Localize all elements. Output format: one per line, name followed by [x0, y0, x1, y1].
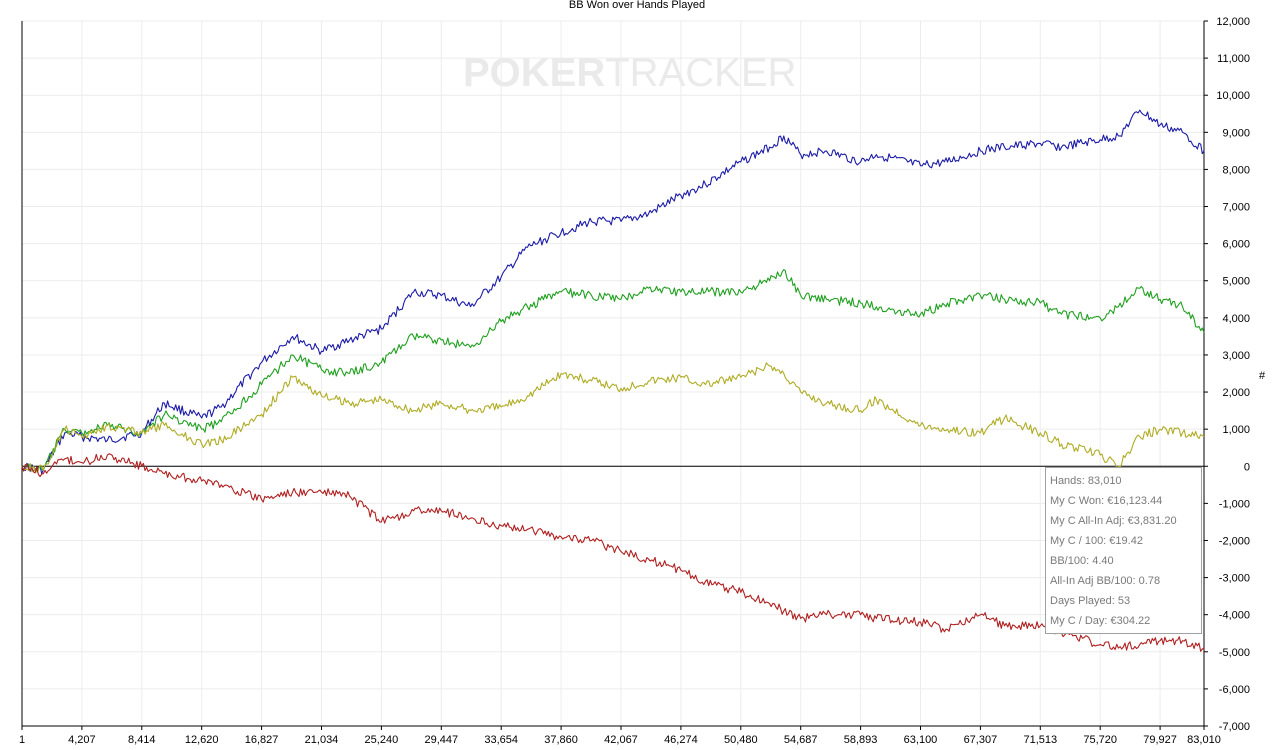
y-tick-label: 6,000: [1222, 239, 1250, 251]
y-tick-label: -6,000: [1219, 684, 1250, 696]
y-tick-label: 3,000: [1222, 350, 1250, 362]
x-axis: 1 4,207 8,414 12,620 16,827 21,034 25,240 29,44…: [19, 726, 1221, 746]
x-tick-label: 83,010: [1187, 734, 1221, 746]
plot-area: [21, 21, 1205, 727]
y-tick-label: 8,000: [1222, 164, 1250, 176]
y-tick-label: 2,000: [1222, 387, 1250, 399]
x-tick-label: 37,860: [544, 734, 578, 746]
x-tick-label: 25,240: [365, 734, 399, 746]
x-tick-label: 46,274: [664, 734, 698, 746]
grid: [21, 20, 1205, 727]
x-tick-label: 21,034: [305, 734, 339, 746]
watermark-text-3: TRACKER: [605, 51, 796, 95]
y-tick-label: -3,000: [1219, 573, 1250, 585]
stat-won: My C Won: €16,123.44: [1050, 495, 1163, 507]
y-axis: 12,000 11,000 10,000 9,000 8,000 7,000 6,000 5,…: [1204, 16, 1250, 733]
x-tick-label: 29,447: [424, 734, 458, 746]
series-line-1: [21, 109, 1205, 475]
y-tick-label: 10,000: [1216, 90, 1250, 102]
x-tick-label: 67,307: [964, 734, 998, 746]
series-line-3: [21, 362, 1205, 473]
chart-title: BB Won over Hands Played: [569, 0, 705, 11]
stat-per-day: My C / Day: €304.22: [1050, 615, 1151, 627]
y-tick-label: 4,000: [1222, 313, 1250, 325]
y-tick-label: -4,000: [1219, 610, 1250, 622]
stat-days: Days Played: 53: [1050, 595, 1131, 607]
watermark-text-1: PO: [463, 51, 521, 95]
series-line-2: [21, 269, 1205, 472]
stat-allin-adj: My C All-In Adj: €3,831.20: [1050, 515, 1177, 527]
x-tick-label: 8,414: [128, 734, 156, 746]
y-tick-label: 5,000: [1222, 276, 1250, 288]
stat-hands: Hands: 83,010: [1050, 475, 1122, 487]
x-tick-label: 50,480: [724, 734, 758, 746]
x-tick-label: 42,067: [604, 734, 638, 746]
watermark: POKERTRACKER: [463, 51, 796, 95]
y-tick-label: -2,000: [1219, 535, 1250, 547]
y-tick-label: -7,000: [1219, 721, 1250, 733]
x-tick-label: 58,893: [844, 734, 878, 746]
x-tick-label: 33,654: [484, 734, 518, 746]
x-tick-label: 1: [19, 734, 25, 746]
x-tick-label: 71,513: [1023, 734, 1057, 746]
stat-allin-bb-100: All-In Adj BB/100: 0.78: [1050, 575, 1161, 587]
svg-text:POKERTRACKER: POKERTRACKER: [463, 51, 796, 95]
y-tick-label: 9,000: [1222, 127, 1250, 139]
series-layer: [21, 109, 1205, 652]
y-tick-label: -1,000: [1219, 498, 1250, 510]
watermark-text-2: KER: [521, 51, 606, 95]
x-tick-label: 75,720: [1083, 734, 1117, 746]
x-tick-label: 79,927: [1143, 734, 1177, 746]
series-line-4: [21, 453, 1205, 652]
y-tick-label: 7,000: [1222, 202, 1250, 214]
stat-bb-100: BB/100: 4.40: [1050, 555, 1114, 567]
y-tick-label: 11,000: [1217, 53, 1250, 65]
y-tick-label: -5,000: [1219, 647, 1250, 659]
y-axis-label: #: [1259, 370, 1266, 382]
x-tick-label: 4,207: [68, 734, 96, 746]
x-tick-label: 16,827: [245, 734, 279, 746]
y-tick-label: 0: [1244, 461, 1250, 473]
x-tick-label: 54,687: [784, 734, 818, 746]
stats-tooltip: Hands: 83,010 My C Won: €16,123.44 My C …: [1045, 467, 1202, 634]
x-tick-label: 63,100: [904, 734, 938, 746]
stat-per-100: My C / 100: €19.42: [1050, 535, 1143, 547]
x-tick-label: 12,620: [185, 734, 219, 746]
y-tick-label: 12,000: [1216, 16, 1250, 28]
y-tick-label: 1,000: [1222, 424, 1250, 436]
